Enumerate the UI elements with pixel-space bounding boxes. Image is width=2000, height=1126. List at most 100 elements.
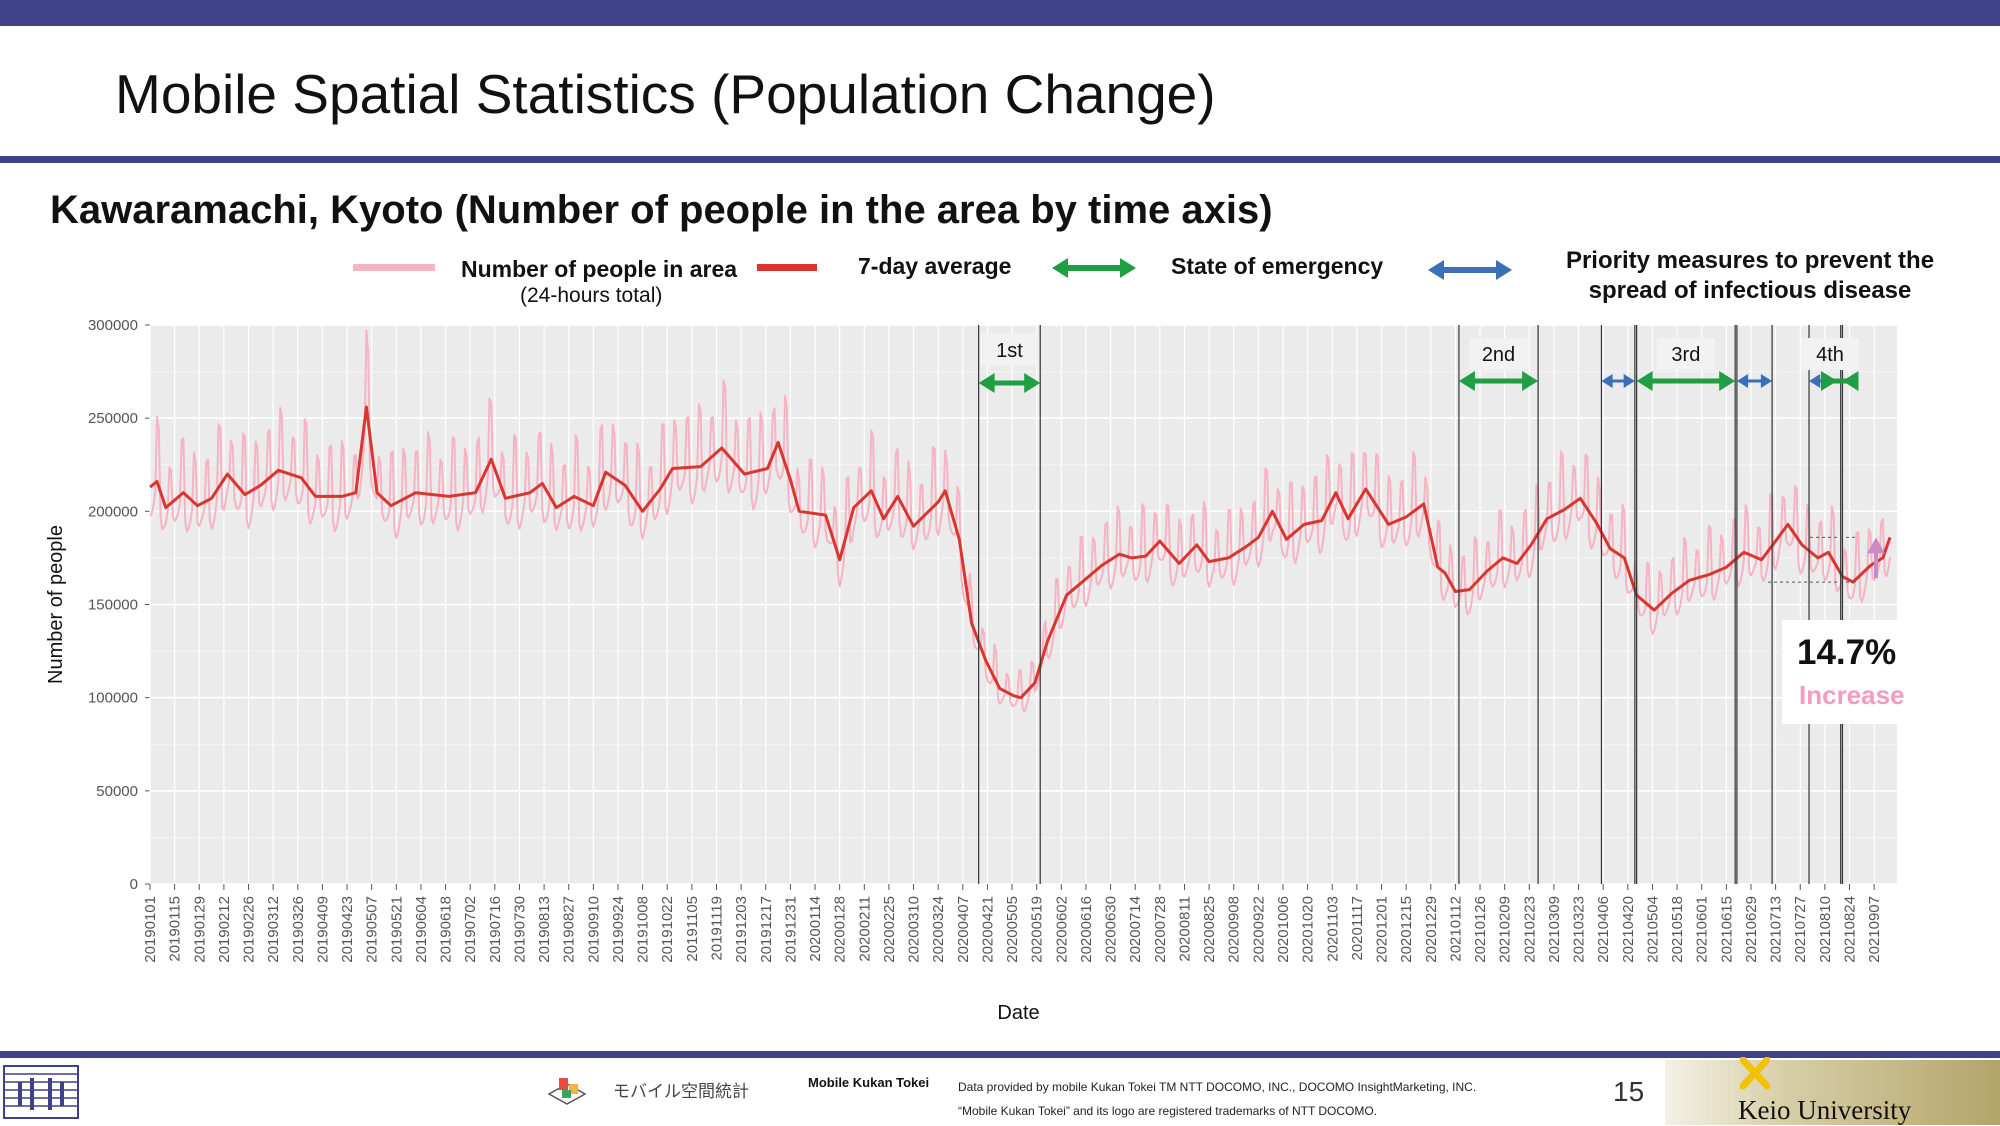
x-tick-label: 20190312 <box>265 896 282 963</box>
emergency-arrow-head <box>1458 371 1475 391</box>
y-tick-label: 0 <box>130 876 138 893</box>
footer-brand-label: Mobile Kukan Tokei <box>808 1075 930 1090</box>
annotation-box <box>1782 620 1898 724</box>
y-tick-label: 50000 <box>96 783 138 800</box>
increase-arrow-head <box>1867 537 1885 554</box>
x-tick-label: 20201020 <box>1300 896 1317 963</box>
x-tick-label: 20210323 <box>1571 896 1588 963</box>
x-tick-label: 20201117 <box>1349 896 1366 961</box>
x-tick-label: 20190910 <box>585 896 602 963</box>
x-tick-label: 20200922 <box>1250 896 1267 963</box>
x-tick-label: 20200630 <box>1103 896 1120 963</box>
period-label-box <box>1656 338 1715 370</box>
x-tick-label: 20190813 <box>536 896 553 963</box>
legend-avg-label: 7-day average <box>858 253 1012 279</box>
footer-note-line-2: “Mobile Kukan Tokei” and its logo are re… <box>958 1104 1378 1118</box>
avg-series-line <box>149 405 1892 700</box>
page-number: 15 <box>1613 1076 1645 1107</box>
y-tick-label: 250000 <box>88 410 138 427</box>
x-tick-label: 20190716 <box>487 896 504 963</box>
y-tick-label: 100000 <box>88 690 138 707</box>
emergency-arrow-head <box>1719 371 1736 391</box>
x-tick-label: 20190618 <box>438 896 455 963</box>
priority-arrow-head <box>1760 374 1773 388</box>
x-tick-label: 20210406 <box>1595 896 1612 963</box>
x-tick-label: 20210727 <box>1792 896 1809 963</box>
x-tick-label: 20190827 <box>561 896 578 963</box>
x-tick-label: 20210309 <box>1546 896 1563 963</box>
x-tick-label: 20210907 <box>1866 896 1883 963</box>
header-bar <box>0 0 2000 26</box>
x-tick-label: 20200602 <box>1053 896 1070 963</box>
x-tick-label: 20200616 <box>1078 896 1095 963</box>
emergency-arrow-head <box>1024 373 1041 393</box>
x-tick-label: 20190226 <box>241 896 258 963</box>
legend-emergency-label: State of emergency <box>1171 253 1384 279</box>
legend-priority-arrow <box>1428 260 1512 280</box>
period-label-box <box>980 334 1039 366</box>
x-tick-label: 20201229 <box>1423 896 1440 963</box>
x-tick-label: 20210223 <box>1521 896 1538 963</box>
x-tick-label: 20190924 <box>610 896 627 963</box>
x-tick-label: 20190409 <box>314 896 331 963</box>
x-tick-label: 20200908 <box>1226 896 1243 963</box>
population-chart: 0 50000 100000 150000 200000 250000 300000 2019… <box>45 317 1897 1024</box>
increase-percent: 14.7% <box>1797 633 1897 672</box>
legend-raw-label: Number of people in area <box>461 256 738 282</box>
emergency-arrow-head <box>978 373 995 393</box>
x-tick-label: 20191105 <box>684 896 701 962</box>
x-tick-label: 20210504 <box>1644 896 1661 963</box>
x-tick-label: 20210810 <box>1817 896 1834 963</box>
x-tick-label: 20200128 <box>832 896 849 963</box>
y-tick-label: 300000 <box>88 317 138 334</box>
legend-priority-line-1: Priority measures to prevent the <box>1565 247 1935 274</box>
x-tick-label: 20200714 <box>1127 896 1144 963</box>
emergency-arrow-head <box>1821 371 1837 391</box>
brand-text: モバイル空間統計 <box>613 1082 749 1102</box>
period-label: 3rd <box>1671 344 1700 366</box>
x-tick-label: 20200211 <box>856 896 873 962</box>
priority-arrow-head <box>1623 374 1635 388</box>
keio-banner <box>1665 1060 2000 1125</box>
x-tick-label: 20191231 <box>782 896 799 963</box>
priority-arrow-head <box>1809 374 1821 388</box>
x-tick-label: 20201006 <box>1275 896 1292 963</box>
x-tick-label: 20190604 <box>413 896 430 963</box>
y-tick-label: 150000 <box>88 597 138 614</box>
page-title: Mobile Spatial Statistics (Population Ch… <box>115 63 1216 125</box>
x-tick-label: 20190423 <box>339 896 356 963</box>
period-label: 4th <box>1816 344 1844 366</box>
period-label: 2nd <box>1482 344 1515 366</box>
x-tick-label: 20210629 <box>1743 896 1760 963</box>
x-tick-label: 20190521 <box>388 896 405 963</box>
x-tick-label: 20190115 <box>167 896 184 962</box>
x-tick-label: 20200505 <box>1004 896 1021 963</box>
raw-series-line <box>149 329 1891 713</box>
emergency-arrow-head <box>1636 371 1653 391</box>
institute-logo <box>3 1065 79 1119</box>
period-label-box <box>1801 338 1859 370</box>
title-rule <box>0 156 2000 163</box>
legend-priority-line-2: spread of infectious disease <box>1588 277 1912 304</box>
x-tick-label: 20190101 <box>142 896 159 963</box>
x-tick-label: 20200825 <box>1201 896 1218 963</box>
x-tick-label: 20190702 <box>462 896 479 963</box>
legend-priority-label: Priority measures to prevent the spread … <box>1530 246 1970 306</box>
legend-avg-swatch <box>757 264 817 271</box>
x-tick-label: 20210713 <box>1768 896 1785 963</box>
x-tick-label: 20200324 <box>930 896 947 963</box>
x-tick-label: 20200811 <box>1176 896 1193 962</box>
footer-rule <box>0 1051 2000 1058</box>
emergency-arrow-head <box>1522 371 1539 391</box>
x-tick-label: 20191022 <box>659 896 676 963</box>
x-tick-label: 20190212 <box>216 896 233 963</box>
period-label: 1st <box>996 340 1023 362</box>
x-tick-label: 20210615 <box>1718 896 1735 963</box>
x-tick-label: 20201103 <box>1324 896 1341 962</box>
footer-note: Data provided by mobile Kukan Tokei TM N… <box>958 1075 1476 1123</box>
mobile-kukan-tokei-logo: モバイル空間統計 <box>547 1078 749 1105</box>
x-tick-label: 20210112 <box>1447 896 1464 962</box>
x-tick-label: 20210824 <box>1841 896 1858 963</box>
x-tick-label: 20200310 <box>906 896 923 963</box>
priority-arrow-head <box>1736 374 1749 388</box>
